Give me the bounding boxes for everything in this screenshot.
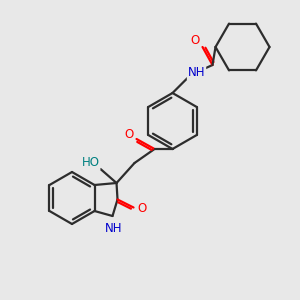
- Text: NH: NH: [105, 221, 122, 235]
- Text: O: O: [190, 34, 199, 47]
- Text: O: O: [137, 202, 146, 215]
- Text: HO: HO: [82, 157, 100, 169]
- Text: O: O: [124, 128, 133, 140]
- Text: NH: NH: [188, 67, 205, 80]
